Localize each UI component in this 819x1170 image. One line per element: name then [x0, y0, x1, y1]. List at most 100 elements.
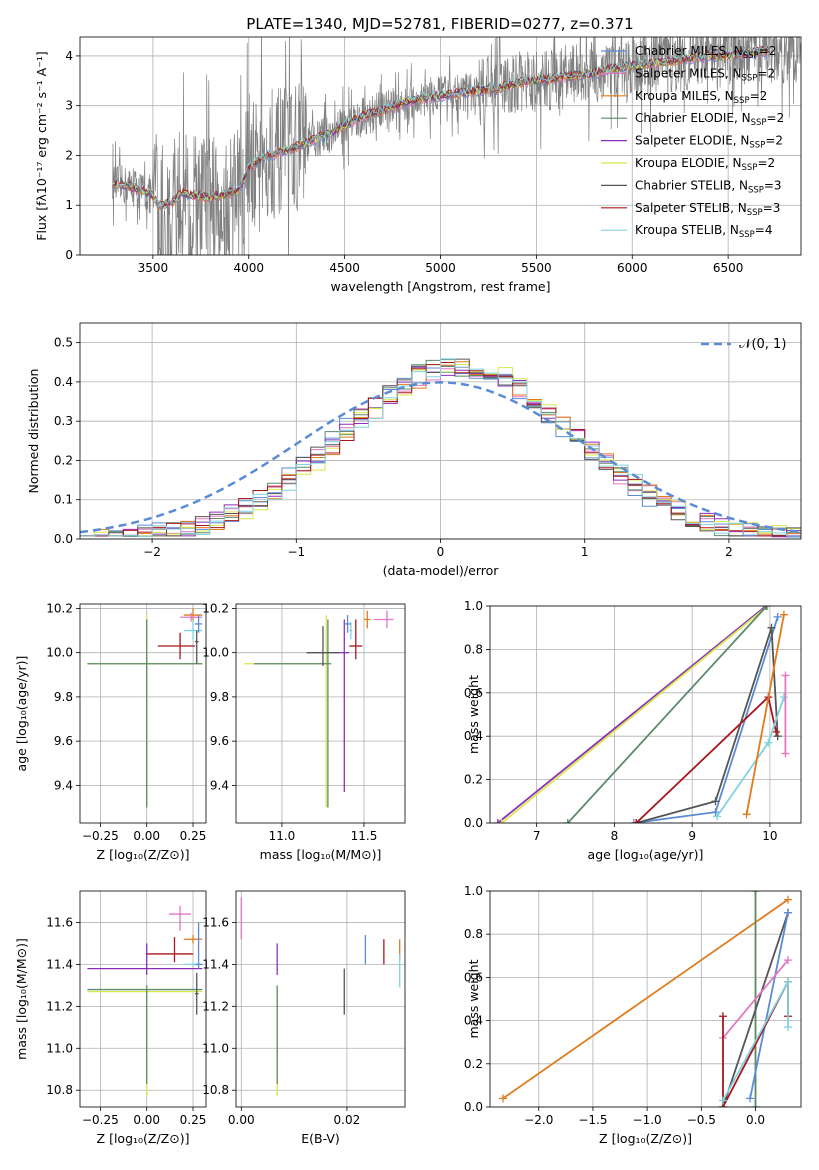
- mass-weight-marker: [711, 797, 720, 806]
- x-tick-label: −2: [143, 545, 161, 559]
- y-tick-label: 11.6: [46, 915, 73, 929]
- y-tick-label: 11.2: [202, 999, 229, 1013]
- y-tick-label: 0.2: [54, 453, 73, 467]
- y-tick-label: 9.8: [210, 690, 229, 704]
- error-bar-point: [254, 619, 332, 808]
- y-tick-label: 0.6: [464, 686, 483, 700]
- mass-weight-marker: [629, 819, 638, 823]
- error-bar-point: [194, 972, 199, 1015]
- mass-weight-marker: [772, 727, 781, 736]
- y-tick-label: 11.6: [202, 915, 229, 929]
- y-axis-label: age [log₁₀(age/yr)]: [14, 656, 29, 772]
- x-axis-label: mass [log₁₀(M/M⊙)]: [260, 847, 382, 862]
- error-bar-point: [363, 610, 371, 629]
- error-bar-point: [87, 987, 203, 1097]
- error-bar-point: [306, 626, 340, 666]
- y-tick-label: 0: [65, 248, 73, 262]
- x-tick-label: 6500: [713, 261, 744, 275]
- plot-area: [240, 897, 401, 1097]
- age-vs-metallicity-panel: −0.25 0.00 0.25 9.4 9.6 9.8 10.0 10.2 Z [log₁₀(Z…: [14, 601, 207, 862]
- x-tick-label: 4000: [233, 261, 264, 275]
- grid: [80, 323, 801, 540]
- y-tick-label: 0.3: [54, 414, 73, 428]
- x-tick-label: 6000: [617, 261, 648, 275]
- mass-weight-marker: [718, 1012, 727, 1021]
- x-tick-label: 11.0: [269, 829, 296, 843]
- x-axis-label: Z [log₁₀(Z/Z⊙)]: [97, 1131, 190, 1146]
- mass-weight-marker: [783, 977, 792, 986]
- x-tick-label: 3500: [138, 261, 169, 275]
- error-bar-point: [344, 615, 351, 633]
- error-bar-point: [349, 619, 363, 660]
- x-tick-label: 0.02: [334, 1113, 361, 1127]
- error-bar-point: [339, 619, 350, 793]
- y-axis-label: mass weight: [466, 959, 481, 1038]
- plot-area: [87, 905, 203, 1097]
- grid: [80, 604, 206, 823]
- error-bar-point: [87, 943, 203, 975]
- y-tick-label: 3: [65, 99, 73, 113]
- y-tick-label: 0.4: [464, 729, 483, 743]
- mass-weight-marker: [493, 819, 502, 823]
- mass-weight-line: [501, 606, 769, 823]
- y-tick-label: 11.4: [46, 957, 73, 971]
- mass-weight-marker: [767, 623, 776, 632]
- axes-frame: [235, 603, 406, 824]
- x-tick-label: 0.25: [180, 829, 207, 843]
- mass-weight-marker: [783, 895, 792, 904]
- mass-weight-vs-age-panel: 7 8 9 10 0.0 0.2 0.4 0.6 0.8 1.0 age [log₁₀(age/yr…: [464, 599, 802, 862]
- error-bar-point: [87, 985, 203, 1084]
- mass-weight-line: [567, 606, 768, 823]
- mass-weight-marker: [751, 891, 760, 895]
- age-vs-mass-panel: 11.0 11.5 9.4 9.6 9.8 10.0 10.2 mass [log₁₀(M/M…: [202, 601, 406, 862]
- mass-weight-marker: [762, 606, 771, 610]
- x-axis-label: Z [log₁₀(Z/Z⊙)]: [97, 847, 190, 862]
- mass-weight-line: [722, 959, 789, 1039]
- legend-entry: Salpeter STELIB, NSSP=3: [635, 201, 780, 218]
- figure-title: PLATE=1340, MJD=52781, FIBERID=0277, z=0…: [246, 15, 633, 33]
- legend-entry: Kroupa STELIB, NSSP=4: [635, 223, 773, 240]
- error-bar-point: [373, 610, 394, 629]
- x-tick-label: −0.25: [82, 829, 119, 843]
- grid: [80, 891, 206, 1107]
- y-tick-label: 1: [65, 198, 73, 212]
- x-axis-label: wavelength [Angstrom, rest frame]: [330, 279, 550, 294]
- mass-weight-marker: [713, 812, 722, 821]
- x-axis-label: Z [log₁₀(Z/Z⊙)]: [599, 1131, 692, 1146]
- model-spectrum-line: [112, 45, 770, 208]
- y-tick-label: 9.4: [54, 778, 73, 792]
- y-tick-label: 9.8: [54, 690, 73, 704]
- axes-frame: [79, 36, 802, 256]
- x-tick-label: 0: [437, 545, 445, 559]
- mass-weight-line: [502, 898, 789, 1100]
- x-axis-label: age [log₁₀(age/yr)]: [588, 847, 704, 862]
- x-tick-label: 8: [611, 829, 619, 843]
- x-axis-label: (data-model)/error: [383, 563, 500, 578]
- mass-weight-marker: [751, 1103, 760, 1107]
- mass-weight-line: [745, 614, 785, 815]
- y-tick-label: 10.0: [46, 646, 73, 660]
- mass-weight-marker: [763, 606, 772, 610]
- y-tick-label: 0.0: [464, 1100, 483, 1114]
- y-tick-label: 0.2: [464, 773, 483, 787]
- error-bar-point: [87, 619, 203, 808]
- error-bar-point: [87, 615, 203, 808]
- mass-weight-marker: [632, 819, 641, 823]
- mass-weight-marker: [563, 819, 572, 823]
- legend-entry: Kroupa MILES, NSSP=2: [635, 89, 767, 106]
- y-tick-label: 9.6: [54, 734, 73, 748]
- x-tick-label: 11.5: [351, 829, 378, 843]
- y-tick-label: 9.4: [210, 778, 229, 792]
- legend-entry: Kroupa ELODIE, NSSP=2: [635, 156, 775, 173]
- error-bar-point: [244, 615, 330, 808]
- error-bar-point: [194, 922, 203, 969]
- residuals-histogram-panel: −2 −1 0 1 2 0.0 0.1 0.2 0.3 0.4 0.5 (data-model)/er…: [26, 322, 802, 578]
- normal-distribution-curve: [80, 381, 801, 534]
- y-tick-label: 4: [65, 49, 73, 63]
- plot-area: [493, 606, 790, 823]
- mass-weight-marker: [746, 1094, 755, 1103]
- x-tick-label: 5000: [425, 261, 456, 275]
- x-tick-label: 0.0: [746, 1113, 765, 1127]
- y-axis-label: Flux [fλ10⁻¹⁷ erg cm⁻² s⁻¹ A⁻¹]: [34, 51, 49, 240]
